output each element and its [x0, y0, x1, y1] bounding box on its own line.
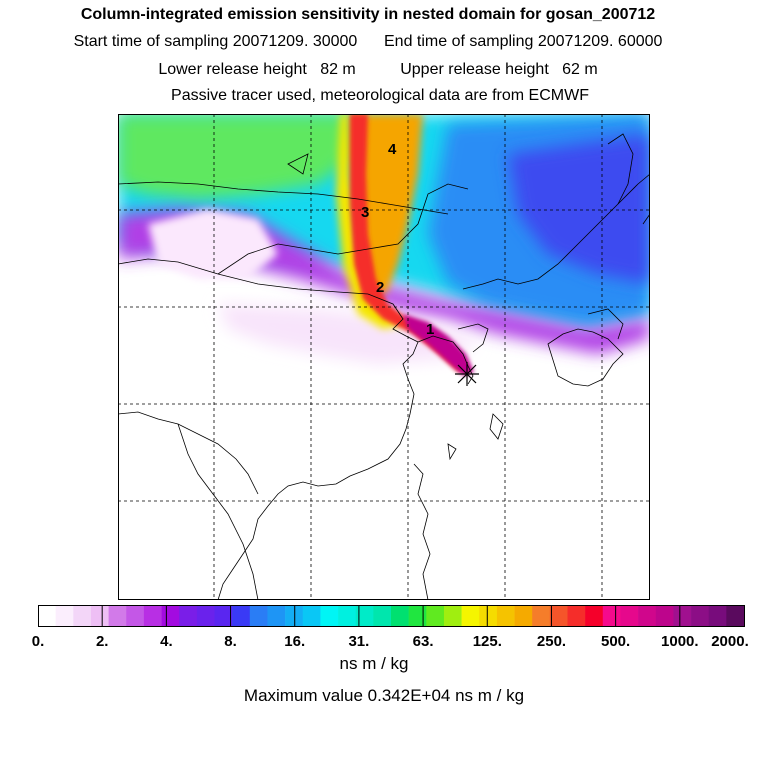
colorbar-cell: [638, 605, 657, 627]
colorbar-cell: [655, 605, 674, 627]
colorbar-cell: [479, 605, 498, 627]
trajectory-labels: 1 2 3 4: [361, 141, 434, 338]
colorbar-cell: [302, 605, 321, 627]
colorbar-cells: [38, 605, 745, 627]
start-time: Start time of sampling 20071209. 30000: [73, 33, 358, 50]
colorbar-cell: [143, 605, 162, 627]
colorbar-cell: [443, 605, 462, 627]
colorbar-cell: [585, 605, 604, 627]
colorbar-cell: [373, 605, 392, 627]
end-time: End time of sampling 20071209. 60000: [384, 33, 663, 50]
grid-lines: [118, 114, 650, 600]
colorbar-cell: [73, 605, 92, 627]
colorbar-cell: [214, 605, 233, 627]
colorbar-tick-label: 250.: [537, 633, 566, 650]
colorbar-cell: [249, 605, 268, 627]
colorbar-cell: [532, 605, 551, 627]
colorbar-cell: [496, 605, 515, 627]
colorbar-tick-label: 0.: [32, 633, 45, 650]
colorbar-tick-label: 125.: [473, 633, 502, 650]
colorbar-cell: [267, 605, 286, 627]
colorbar-tick-labels: 0. 2. 4. 8. 16. 31. 63. 125. 250. 500. 1000. 2000.: [32, 633, 749, 650]
trajectory-label-4: 4: [388, 141, 397, 158]
colorbar-cell: [108, 605, 127, 627]
plot-title: Column-integrated emission sensitivity i…: [80, 6, 656, 23]
colorbar-tick-label: 2.: [96, 633, 109, 650]
colorbar-frame: [38, 605, 745, 627]
colorbar-cell: [126, 605, 145, 627]
colorbar-cell: [602, 605, 621, 627]
coastlines: [118, 133, 650, 600]
colorbar-cell: [620, 605, 639, 627]
map-frame: [118, 114, 650, 600]
colorbar-cell: [691, 605, 709, 627]
tracer-info: Passive tracer used, meteorological data…: [171, 87, 589, 104]
sensitivity-map: 1 2 3 4: [118, 114, 650, 600]
maximum-value: Maximum value 0.342E+04 ns m / kg: [243, 686, 525, 705]
colorbar-tick-label: 16.: [284, 633, 305, 650]
colorbar-cell: [408, 605, 427, 627]
colorbar-cell: [708, 605, 727, 627]
colorbar-cell: [285, 605, 304, 627]
colorbar-cell: [426, 605, 445, 627]
colorbar-tick-label: 2000.: [711, 633, 749, 650]
trajectory-label-3: 3: [361, 204, 369, 221]
colorbar-tick-label: 4.: [160, 633, 173, 650]
colorbar-cell: [320, 605, 339, 627]
colorbar: 0. 2. 4. 8. 16. 31. 63. 125. 250. 500. 1000. 2000.: [32, 605, 749, 650]
sampling-time-line: Start time of sampling 20071209. 30000 E…: [0, 33, 752, 51]
colorbar-cell: [38, 605, 56, 627]
colorbar-cell: [232, 605, 251, 627]
colorbar-cell: [391, 605, 409, 627]
upper-release-height: Upper release height 62 m: [400, 61, 598, 78]
colorbar-tick-label: 500.: [601, 633, 630, 650]
colorbar-cell: [355, 605, 374, 627]
colorbar-tick-label: 63.: [413, 633, 434, 650]
colorbar-cell: [179, 605, 198, 627]
colorbar-tick-label: 8.: [224, 633, 237, 650]
receptor-star-marker: [455, 362, 479, 386]
colorbar-cell: [461, 605, 480, 627]
colorbar-cell: [161, 605, 180, 627]
trajectory-label-1: 1: [426, 321, 434, 338]
colorbar-cell: [55, 605, 74, 627]
colorbar-cell: [90, 605, 109, 627]
colorbar-cell: [567, 605, 586, 627]
release-height-line: Lower release height 82 m Upper release …: [0, 61, 762, 79]
colorbar-cell: [514, 605, 533, 627]
colorbar-cell: [196, 605, 215, 627]
colorbar-tick-label: 31.: [348, 633, 369, 650]
colorbar-cell: [338, 605, 356, 627]
sensitivity-field: [118, 114, 650, 600]
lower-release-height: Lower release height 82 m: [158, 61, 356, 78]
colorbar-cell: [549, 605, 568, 627]
colorbar-cell: [673, 605, 692, 627]
trajectory-label-2: 2: [376, 279, 384, 296]
colorbar-tick-label: 1000.: [661, 633, 699, 650]
colorbar-units: ns m / kg: [339, 654, 409, 673]
colorbar-cell: [726, 605, 745, 627]
